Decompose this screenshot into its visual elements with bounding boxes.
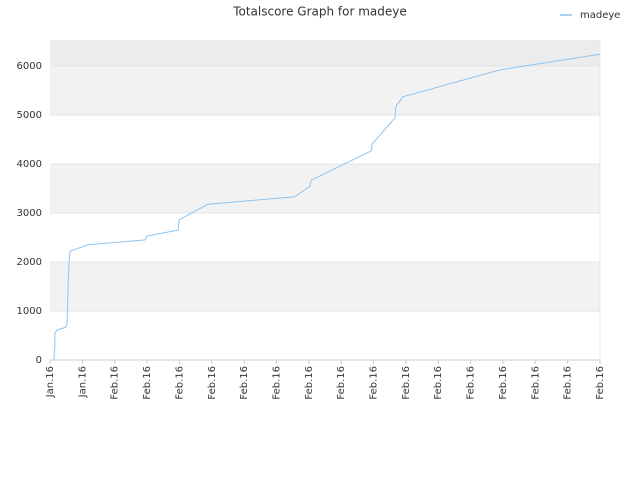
y-tick-label: 2000 bbox=[17, 257, 42, 268]
x-tick-label: Feb.16 bbox=[174, 366, 185, 400]
grid-band bbox=[50, 163, 600, 213]
legend-label: madeye bbox=[580, 10, 620, 21]
y-tick-label: 5000 bbox=[17, 110, 42, 121]
grid-band bbox=[50, 40, 600, 66]
x-tick-label: Jan.16 bbox=[45, 366, 56, 398]
x-tick-label: Feb.16 bbox=[304, 366, 315, 400]
y-tick-label: 0 bbox=[36, 355, 42, 366]
x-tick-label: Feb.16 bbox=[142, 366, 153, 400]
x-tick-label: Feb.16 bbox=[110, 366, 121, 400]
x-tick-label: Feb.16 bbox=[401, 366, 412, 400]
x-tick-label: Feb.16 bbox=[530, 366, 541, 400]
y-tick-label: 4000 bbox=[17, 159, 42, 170]
x-tick-label: Jan.16 bbox=[77, 366, 88, 398]
x-tick-label: Feb.16 bbox=[563, 366, 574, 400]
x-tick-label: Feb.16 bbox=[239, 366, 250, 400]
x-tick-label: Feb.16 bbox=[498, 366, 509, 400]
x-tick-label: Feb.16 bbox=[466, 366, 477, 400]
y-tick-label: 3000 bbox=[17, 208, 42, 219]
y-tick-label: 1000 bbox=[17, 306, 42, 317]
grid-band bbox=[50, 65, 600, 115]
x-tick-label: Feb.16 bbox=[595, 366, 606, 400]
chart-title: Totalscore Graph for madeye bbox=[232, 5, 407, 19]
x-tick-label: Feb.16 bbox=[207, 366, 218, 400]
data-line bbox=[53, 53, 601, 361]
grid-band bbox=[50, 261, 600, 311]
x-tick-label: Feb.16 bbox=[336, 366, 347, 400]
x-tick-label: Feb.16 bbox=[369, 366, 380, 400]
y-tick-label: 6000 bbox=[17, 61, 42, 72]
x-tick-label: Feb.16 bbox=[271, 366, 282, 400]
x-tick-label: Feb.16 bbox=[433, 366, 444, 400]
